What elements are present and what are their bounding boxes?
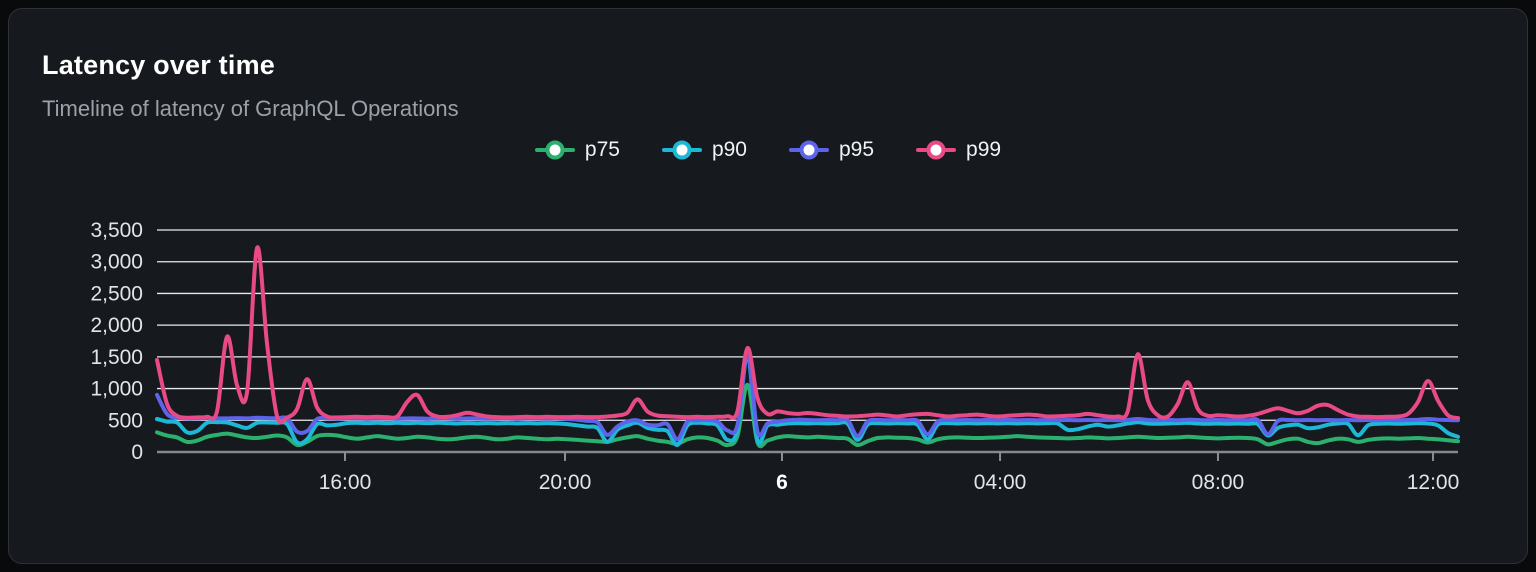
y-axis-label: 3,500 — [90, 219, 143, 242]
x-axis-label: 12:00 — [1407, 471, 1460, 494]
x-axis-label: 04:00 — [974, 471, 1027, 494]
legend-label: p99 — [966, 138, 1002, 161]
legend-label: p75 — [584, 138, 620, 161]
series-line-p95 — [155, 351, 1460, 442]
y-axis-label: 500 — [108, 409, 143, 432]
legend-marker-icon — [661, 140, 702, 160]
legend-marker-icon — [534, 140, 575, 160]
x-axis-label: 6 — [776, 471, 788, 494]
y-axis-label: 2,000 — [90, 314, 143, 337]
y-axis-label: 3,000 — [90, 251, 143, 274]
legend-item-p75[interactable]: p75 — [534, 138, 620, 162]
series-line-p75 — [155, 382, 1460, 449]
legend-marker-icon — [789, 140, 829, 160]
y-axis-label: 2,500 — [90, 282, 143, 305]
legend-marker-icon — [916, 140, 957, 160]
x-axis-label: 16:00 — [319, 471, 372, 494]
legend-item-p90[interactable]: p90 — [661, 138, 747, 162]
x-axis-label: 20:00 — [539, 471, 592, 494]
y-axis-label: 1,000 — [90, 378, 143, 401]
panel-title: Latency over time — [42, 50, 275, 80]
legend-label: p90 — [711, 138, 747, 161]
legend-label: p95 — [839, 138, 875, 161]
y-axis-label: 0 — [131, 441, 143, 464]
y-axis-label: 1,500 — [90, 346, 143, 369]
series-line-p90 — [155, 352, 1460, 447]
legend-item-p95[interactable]: p95 — [789, 138, 874, 162]
chart-legend: p75 p90 p95 p99 — [0, 138, 1536, 162]
legend-item-p99[interactable]: p99 — [916, 138, 1001, 162]
panel-subtitle: Timeline of latency of GraphQL Operation… — [42, 96, 459, 121]
series-line-p99 — [155, 245, 1460, 425]
x-axis-label: 08:00 — [1192, 471, 1245, 494]
